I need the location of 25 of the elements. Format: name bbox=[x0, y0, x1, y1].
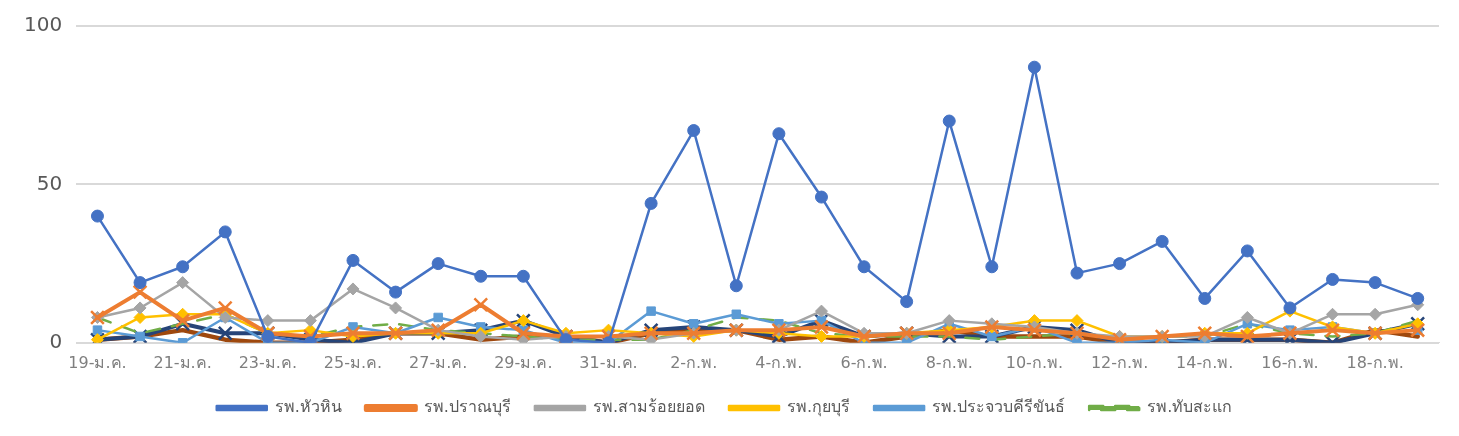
y-tick-label: 50 bbox=[36, 170, 63, 195]
x-tick-label: 18-ก.พ. bbox=[1346, 352, 1404, 372]
x-tick-label: 16-ก.พ. bbox=[1261, 352, 1319, 372]
legend-label: รพ.ปราณบุรี bbox=[423, 397, 511, 418]
legend-label: รพ.กุยบุรี bbox=[787, 397, 851, 418]
x-tick-label: 31-ม.ค. bbox=[579, 352, 638, 372]
y-tick-label: 0 bbox=[49, 329, 63, 353]
legend-label: รพ.สามร้อยยอด bbox=[592, 397, 706, 417]
x-tick-label: 10-ก.พ. bbox=[1005, 352, 1064, 372]
legend-label: รพ.ทับสะแก bbox=[1147, 397, 1233, 417]
x-tick-label: 4-ก.พ. bbox=[755, 352, 803, 372]
x-tick-label: 25-ม.ค. bbox=[323, 352, 383, 372]
x-tick-label: 12-ก.พ. bbox=[1090, 352, 1149, 372]
legend-label: รพ.หัวหิน bbox=[274, 397, 342, 417]
x-tick-label: 21-ม.ค. bbox=[153, 352, 212, 372]
x-tick-label: 23-ม.ค. bbox=[238, 352, 297, 372]
x-tick-label: 6-ก.พ. bbox=[840, 352, 888, 372]
x-tick-label: 8-ก.พ. bbox=[925, 352, 973, 372]
x-tick-label: 29-ม.ค. bbox=[494, 352, 553, 372]
x-tick-label: 2-ก.พ. bbox=[670, 352, 718, 372]
x-tick-label: 19-ม.ค. bbox=[68, 352, 127, 372]
y-tick-label: 100 bbox=[23, 12, 63, 37]
legend-label: รพ.ประจวบคีรีขันธ์ bbox=[932, 397, 1066, 417]
x-tick-label: 14-ก.พ. bbox=[1176, 352, 1234, 372]
x-tick-label: 27-ม.ค. bbox=[409, 352, 468, 372]
